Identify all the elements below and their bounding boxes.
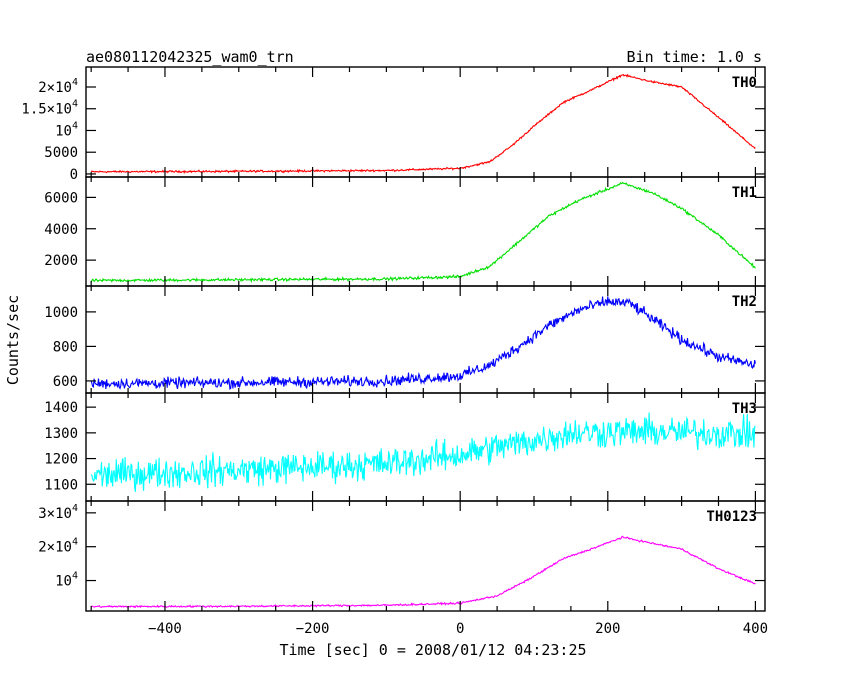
panel-th0123: TH0123 104 2×104 3×104: [38, 500, 766, 612]
panel-frame: [85, 392, 766, 502]
x-tick-label: 400: [743, 621, 768, 637]
y-tick-label: 1000: [44, 305, 78, 321]
panel-th2: TH2 600 800 1000: [44, 285, 766, 394]
y-tick-label: 6000: [44, 190, 78, 206]
panel-label: TH1: [732, 185, 757, 201]
y-tick-label: 1300: [44, 426, 78, 442]
panel-label: TH0123: [706, 509, 757, 525]
series-line-th3: [90, 412, 756, 492]
x-axis-label: Time [sec] 0 = 2008/01/12 04:23:25: [279, 641, 586, 659]
panel-label: TH2: [732, 294, 757, 310]
y-tick-label: 104: [55, 120, 78, 139]
y-tick-label: 2×104: [38, 537, 78, 556]
panel-frame: [85, 500, 766, 612]
y-tick-label: 600: [53, 374, 78, 390]
x-tick-label: −400: [148, 621, 182, 637]
bin-time-label: Bin time: 1.0 s: [627, 48, 762, 66]
panel-th3: TH3 1100 1200 1300 1400: [44, 392, 766, 502]
panel-th0: TH0 0 5000 104 1.5×104 2×104: [21, 66, 766, 183]
panel-label: TH3: [732, 401, 757, 417]
panel-frame: [85, 285, 766, 394]
y-axis-label: Counts/sec: [4, 295, 22, 385]
y-tick-label: 3×104: [38, 503, 78, 522]
y-tick-label: 104: [55, 571, 78, 590]
panel-label: TH0: [732, 75, 757, 91]
x-tick-label: 200: [595, 621, 620, 637]
series-line-th2: [90, 296, 756, 390]
y-tick-label: 4000: [44, 222, 78, 238]
y-tick-label: 1100: [44, 477, 78, 493]
y-tick-label: 1200: [44, 452, 78, 468]
y-tick-label: 2000: [44, 253, 78, 269]
y-tick-label: 2×104: [38, 77, 78, 96]
series-line-th0: [90, 73, 756, 174]
y-tick-label: 0: [70, 167, 78, 183]
y-tick-label: 800: [53, 339, 78, 355]
y-tick-label: 5000: [44, 145, 78, 161]
panel-frame: [85, 176, 766, 287]
y-tick-label: 1.5×104: [21, 99, 78, 118]
panels-group: TH0050001041.5×1042×104TH1200040006000TH…: [21, 66, 768, 637]
series-line-th1: [90, 181, 756, 284]
y-tick-label: 1400: [44, 400, 78, 416]
chart-title: ae080112042325_wam0_trn: [86, 48, 294, 66]
panel-th1: TH1 2000 4000 6000: [44, 176, 766, 287]
x-tick-label: 0: [456, 621, 464, 637]
series-line-th0123: [90, 535, 756, 609]
x-tick-label: −200: [296, 621, 330, 637]
